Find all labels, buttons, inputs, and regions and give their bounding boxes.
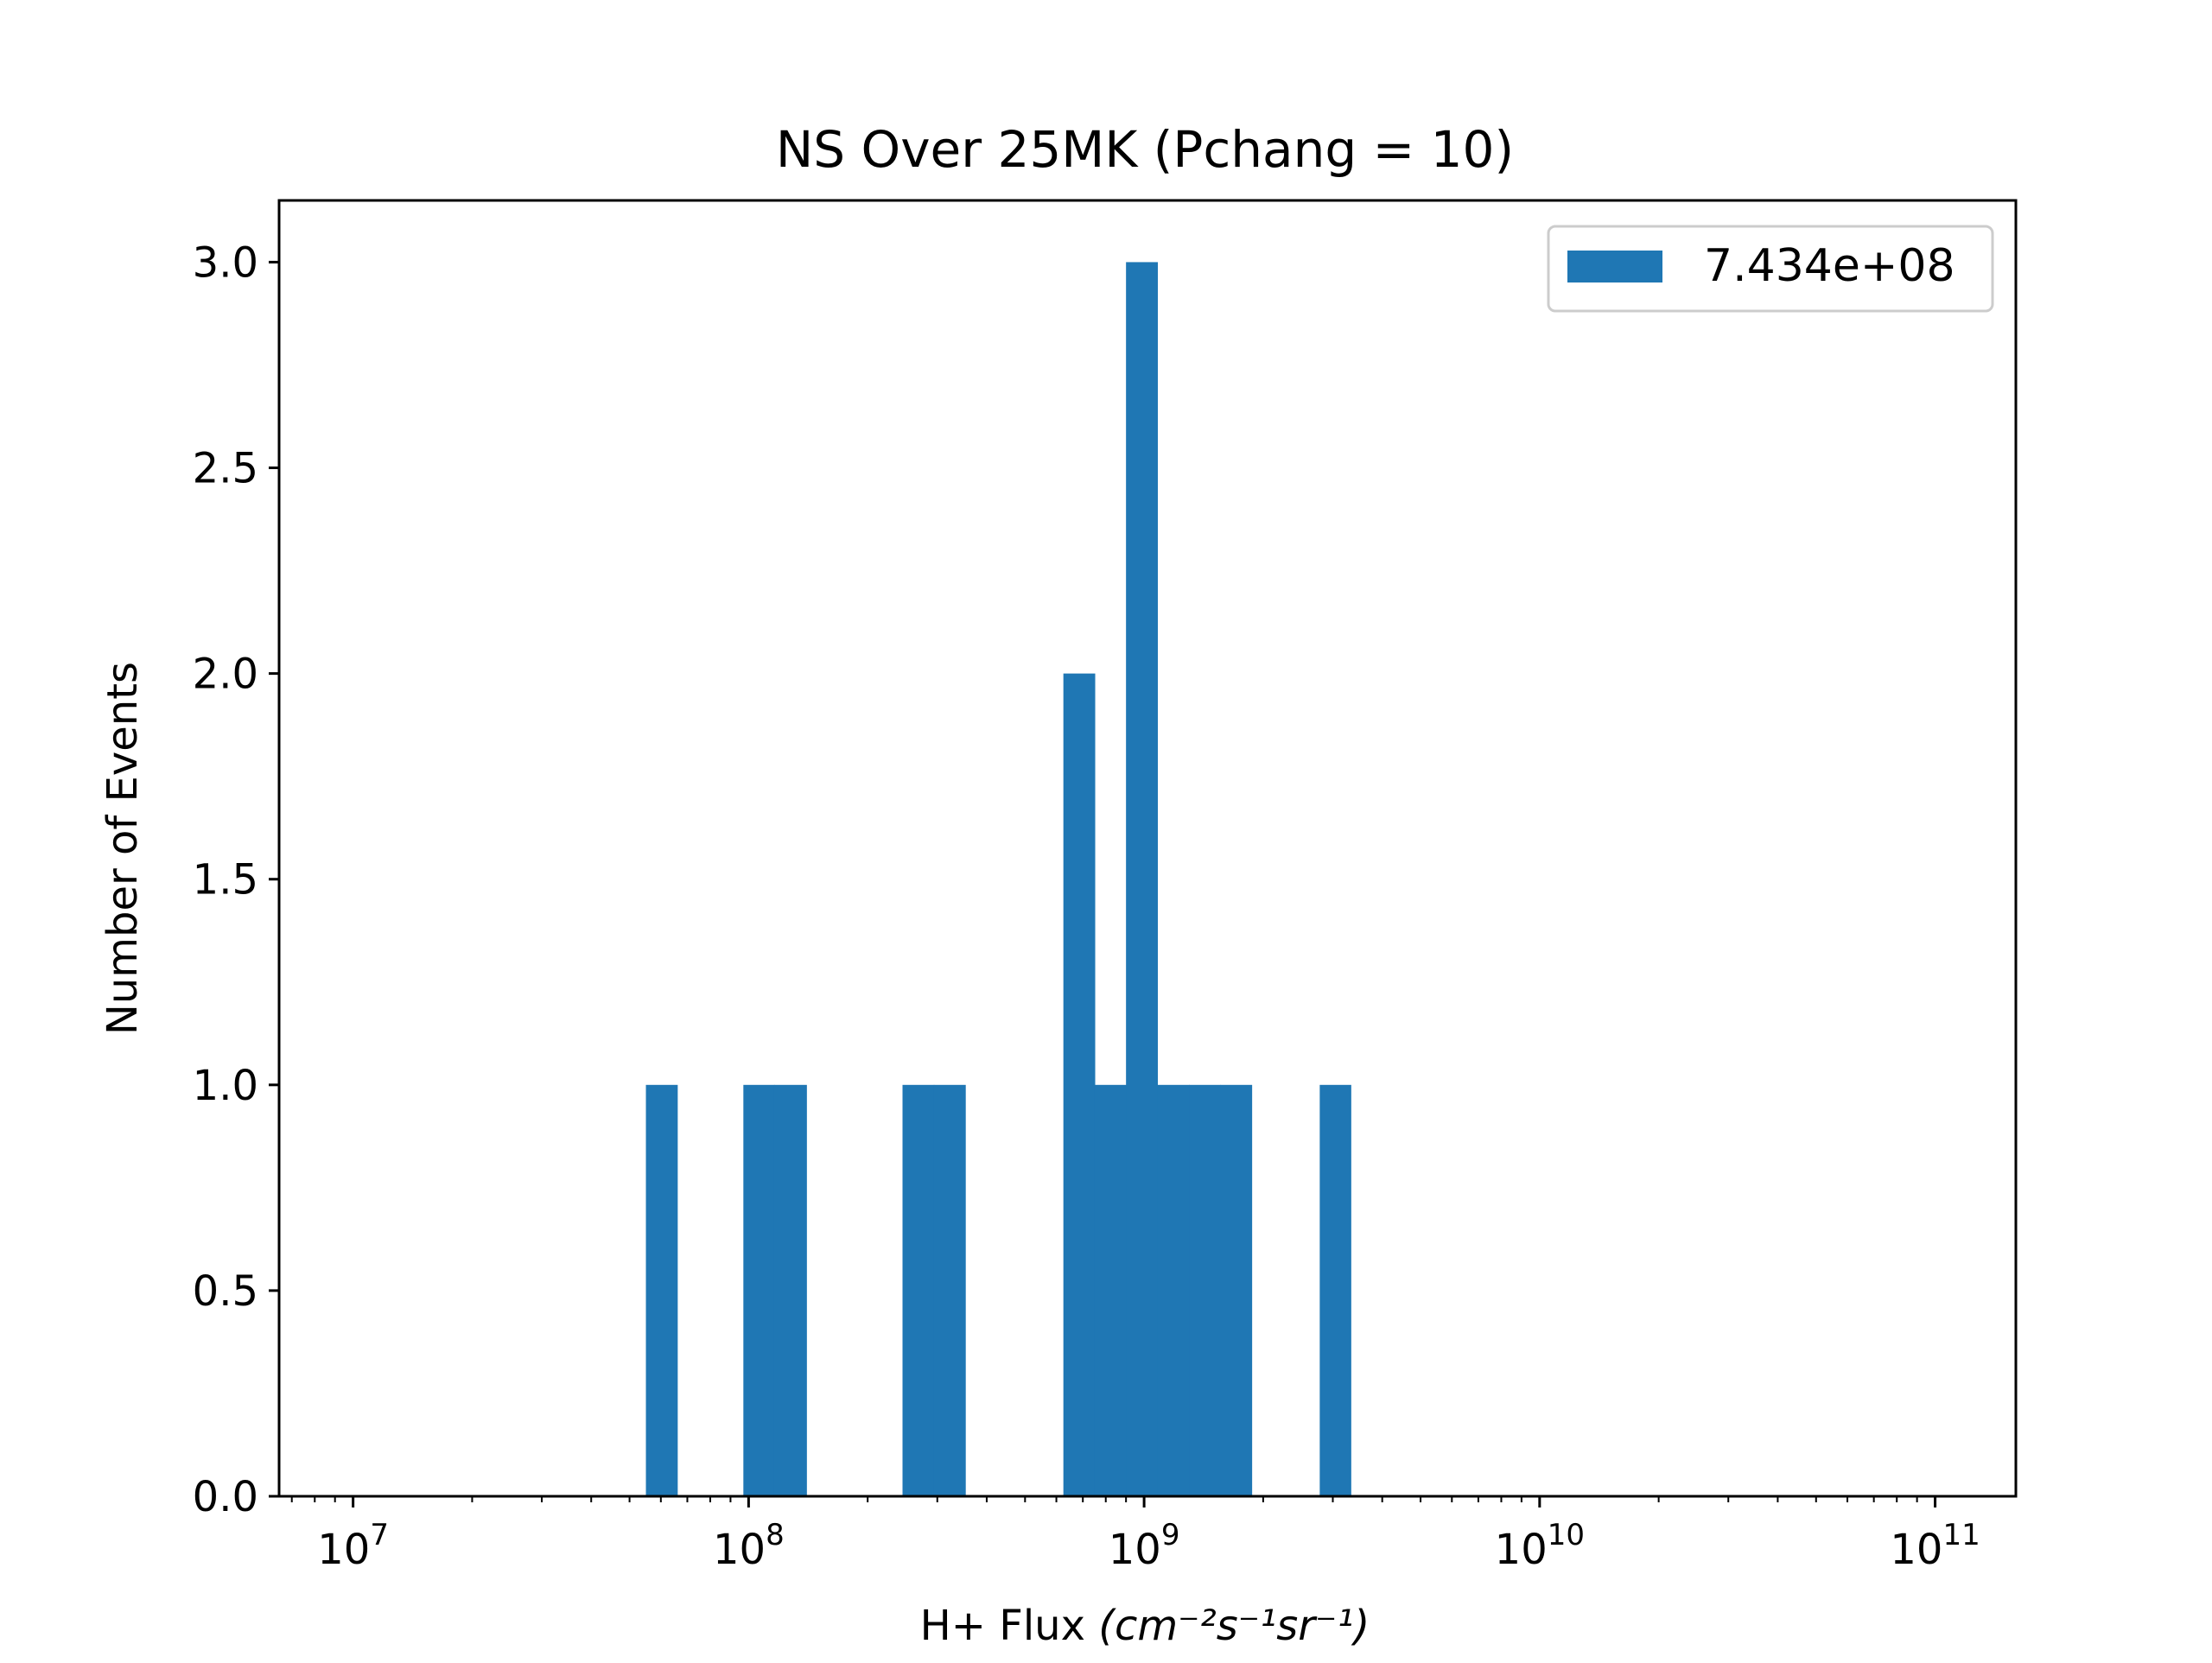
x-axis-label: H+ Flux (cm⁻²s⁻¹sr⁻¹) <box>920 1602 1370 1650</box>
histogram-bar <box>773 1084 807 1496</box>
x-tick-label-base: 10 <box>1495 1526 1548 1574</box>
histogram-bar <box>1063 673 1096 1496</box>
x-tick-label-exponent: 7 <box>370 1518 389 1552</box>
y-tick-label: 1.0 <box>193 1062 258 1110</box>
x-tick-label: 107 <box>317 1518 389 1574</box>
x-tick-label-base: 10 <box>713 1526 766 1574</box>
legend-label: 7.434e+08 <box>1704 240 1955 292</box>
x-tick-label: 1011 <box>1890 1518 1980 1574</box>
histogram-bar <box>1220 1084 1253 1496</box>
histogram-bar <box>1126 262 1158 1497</box>
x-tick-label: 109 <box>1109 1518 1180 1574</box>
histogram-bar <box>933 1084 966 1496</box>
x-tick-label-base: 10 <box>1890 1526 1942 1574</box>
x-tick-label-exponent: 9 <box>1161 1518 1180 1552</box>
x-axis-label-unit: (cm⁻²s⁻¹sr⁻¹) <box>1098 1602 1370 1650</box>
legend-box <box>1547 225 1994 313</box>
histogram-bar <box>743 1084 775 1496</box>
y-axis-label: Number of Events <box>99 662 147 1035</box>
histogram-bar <box>902 1084 935 1496</box>
y-tick-label: 2.0 <box>193 651 258 699</box>
x-tick-label-exponent: 11 <box>1942 1518 1980 1552</box>
x-tick-label-exponent: 8 <box>766 1518 785 1552</box>
histogram-bar <box>1094 1084 1127 1496</box>
y-tick-label: 3.0 <box>193 238 258 287</box>
y-axis-ticks: 0.0 0.5 1.0 1.5 2.0 2.5 3.0 <box>193 238 279 1521</box>
chart-title: NS Over 25MK (Pchang = 10) <box>776 120 1514 179</box>
x-tick-label: 108 <box>713 1518 785 1574</box>
y-tick-label: 0.0 <box>193 1473 258 1521</box>
x-tick-label-base: 10 <box>1109 1526 1161 1574</box>
y-tick-label: 2.5 <box>193 445 258 493</box>
bars-layer <box>645 262 1351 1497</box>
y-tick-label: 1.5 <box>193 856 258 904</box>
x-tick-label-exponent: 10 <box>1548 1518 1585 1552</box>
histogram-bar <box>1319 1084 1351 1496</box>
legend-swatch <box>1567 251 1662 282</box>
histogram-bar <box>645 1084 678 1496</box>
plot-frame <box>277 199 2018 1498</box>
x-tick-label-base: 10 <box>317 1526 370 1574</box>
x-tick-label: 1010 <box>1495 1518 1585 1574</box>
x-axis-label-text: H+ Flux <box>920 1602 1085 1650</box>
y-tick-label: 0.5 <box>193 1267 258 1316</box>
x-axis-ticks: 107 108 109 1010 1011 <box>290 1496 1980 1574</box>
histogram-bar <box>1157 1084 1190 1496</box>
legend: 7.434e+08 <box>1547 225 1994 313</box>
histogram-bar <box>1189 1084 1222 1496</box>
